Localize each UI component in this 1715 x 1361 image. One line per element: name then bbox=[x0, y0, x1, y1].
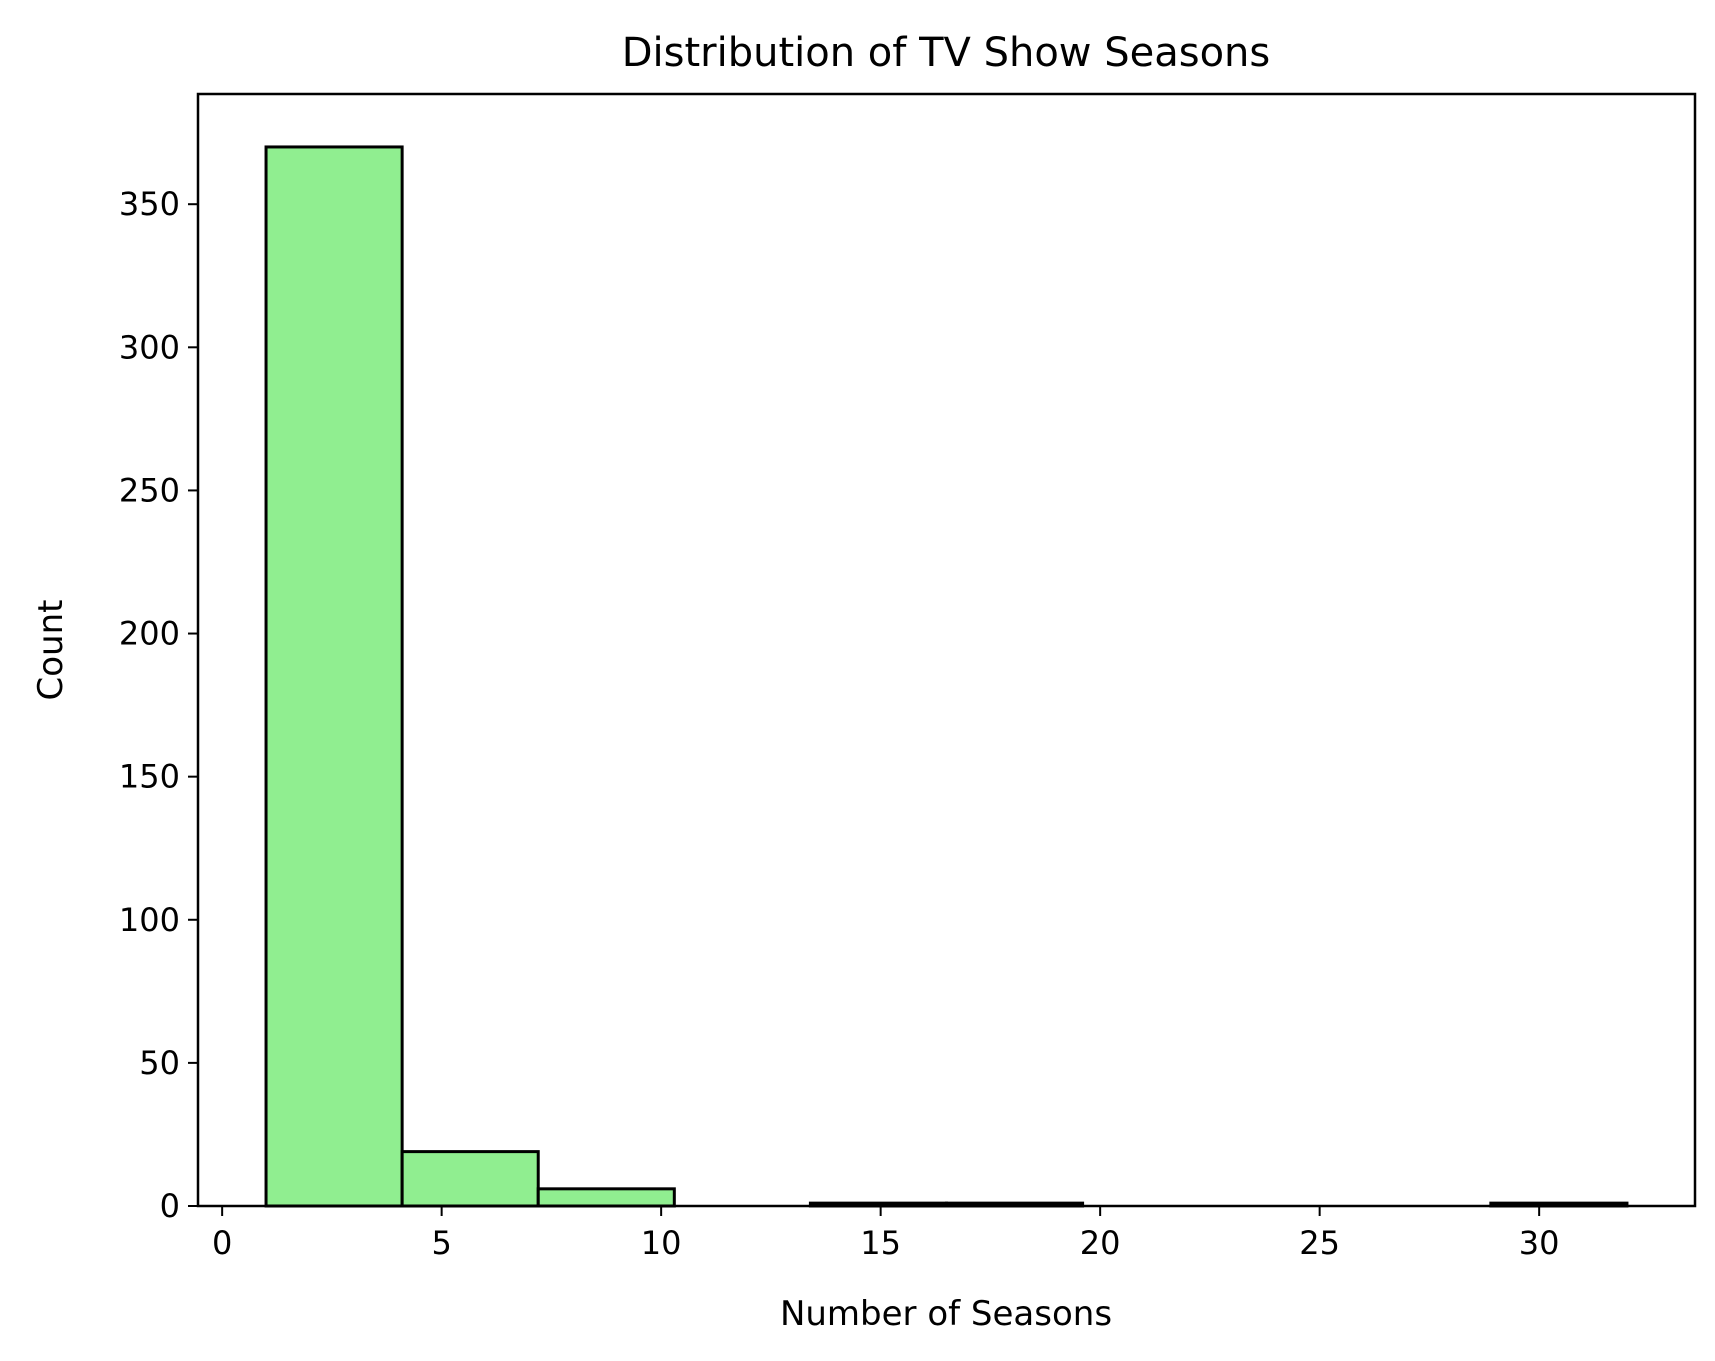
histogram-bar bbox=[536, 1187, 676, 1208]
x-tick-label: 10 bbox=[641, 1224, 682, 1262]
x-tick-label: 20 bbox=[1080, 1224, 1121, 1262]
y-tick-label: 200 bbox=[119, 615, 180, 653]
y-axis-label: Count bbox=[31, 600, 71, 701]
y-tick-label: 150 bbox=[119, 758, 180, 796]
y-tick-label: 100 bbox=[119, 901, 180, 939]
x-tick-label: 0 bbox=[212, 1224, 232, 1262]
plot-frame bbox=[196, 92, 1697, 1208]
x-tick-label: 30 bbox=[1519, 1224, 1560, 1262]
x-axis-ticks: 0 5 10 15 20 25 30 bbox=[212, 1206, 1560, 1262]
y-tick-label: 350 bbox=[119, 185, 180, 223]
x-axis-label: Number of Seasons bbox=[780, 1294, 1112, 1334]
x-tick-label: 25 bbox=[1299, 1224, 1340, 1262]
y-tick-label: 50 bbox=[139, 1044, 180, 1082]
chart-title: Distribution of TV Show Seasons bbox=[622, 30, 1271, 76]
histogram-bars bbox=[264, 145, 1629, 1208]
y-tick-label: 250 bbox=[119, 471, 180, 509]
x-tick-label: 5 bbox=[431, 1224, 451, 1262]
histogram-bar bbox=[264, 145, 404, 1208]
y-axis-ticks: 0 50 100 150 200 250 300 350 bbox=[119, 185, 198, 1225]
histogram-bar bbox=[400, 1150, 540, 1208]
y-tick-label: 0 bbox=[160, 1187, 180, 1225]
y-tick-label: 300 bbox=[119, 328, 180, 366]
x-tick-label: 15 bbox=[860, 1224, 901, 1262]
